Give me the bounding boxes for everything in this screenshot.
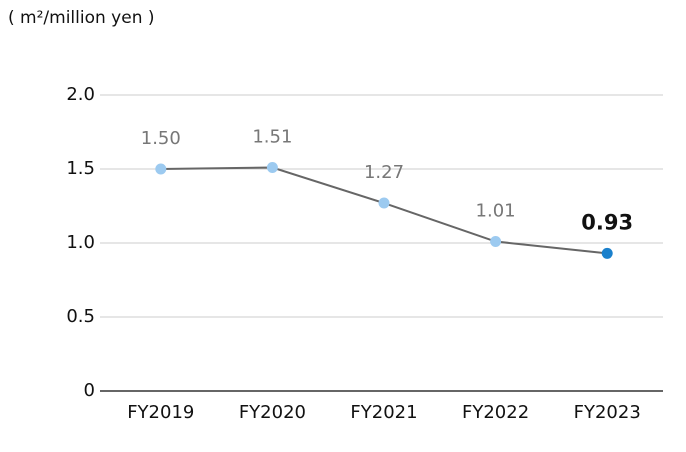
x-tick-label: FY2021: [350, 402, 417, 423]
unit-label: ( m²/million yen ): [8, 8, 155, 28]
marker: [266, 162, 278, 174]
value-label: 0.93: [581, 210, 633, 234]
marker: [378, 197, 390, 209]
x-tick-label: FY2023: [574, 402, 641, 423]
x-tick-label: FY2022: [462, 402, 529, 423]
y-tick-label: 0: [84, 380, 95, 401]
value-label: 1.50: [141, 128, 181, 149]
x-tick-label: FY2020: [239, 402, 306, 423]
y-tick-label: 2.0: [66, 84, 95, 105]
value-label: 1.27: [364, 162, 404, 183]
y-tick-label: 1.5: [66, 158, 95, 179]
x-tick-label: FY2019: [127, 402, 194, 423]
y-tick-label: 1.0: [66, 232, 95, 253]
value-label: 1.51: [252, 127, 292, 148]
y-tick-label: 0.5: [66, 306, 95, 327]
marker: [490, 236, 502, 248]
marker: [155, 163, 167, 175]
value-label: 1.01: [476, 201, 516, 222]
marker: [601, 247, 613, 259]
